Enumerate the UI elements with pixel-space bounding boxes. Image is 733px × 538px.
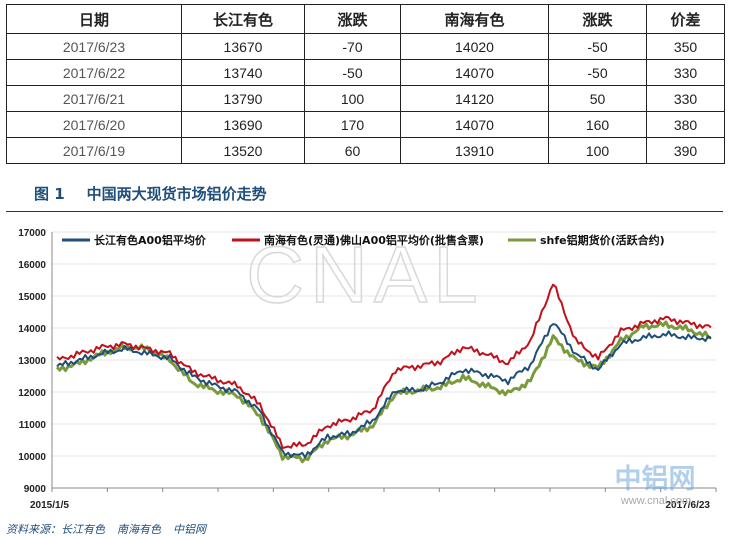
cell-date: 2017/6/22 bbox=[6, 59, 182, 86]
source-note: 资料来源：长江有色 南海有色 中铝网 bbox=[6, 521, 218, 537]
y-tick-label: 14000 bbox=[18, 324, 46, 335]
header-change-2: 涨跌 bbox=[548, 4, 647, 34]
legend-label: 长江有色A00铝平均价 bbox=[94, 233, 207, 247]
header-changjiang: 长江有色 bbox=[181, 4, 305, 34]
cell-change-2: -50 bbox=[548, 33, 647, 60]
cell-date: 2017/6/21 bbox=[6, 85, 182, 112]
figure-number: 图 1 bbox=[34, 185, 65, 203]
y-tick-label: 12000 bbox=[18, 388, 46, 399]
cell-nanhai: 13910 bbox=[400, 137, 549, 164]
header-change-1: 涨跌 bbox=[304, 4, 401, 34]
legend-label: 南海有色(灵通)佛山A00铝平均价(批售含票) bbox=[264, 233, 484, 247]
header-date: 日期 bbox=[6, 4, 182, 34]
y-tick-label: 11000 bbox=[19, 420, 47, 431]
watermark-cnal: CNAL bbox=[246, 230, 483, 319]
cell-nanhai: 14020 bbox=[400, 33, 549, 60]
cell-change-2: 160 bbox=[548, 111, 647, 138]
table-header-row: 日期 长江有色 涨跌 南海有色 涨跌 价差 bbox=[6, 4, 725, 34]
cell-changjiang: 13670 bbox=[181, 33, 305, 60]
watermark-url: www.cnal.com bbox=[620, 495, 691, 507]
cell-changjiang: 13520 bbox=[181, 137, 305, 164]
table-row: 2017/6/23 13670 -70 14020 -50 350 bbox=[6, 33, 725, 60]
cell-change-1: -70 bbox=[304, 33, 401, 60]
y-tick-label: 17000 bbox=[18, 228, 46, 239]
cell-nanhai: 14070 bbox=[400, 111, 549, 138]
cell-spread: 330 bbox=[646, 85, 725, 112]
figure-title: 图 1 中国两大现货市场铝价走势 bbox=[34, 183, 267, 204]
grid-layer bbox=[52, 231, 716, 489]
source-item: 长江有色 bbox=[61, 523, 105, 536]
source-item: 南海有色 bbox=[117, 523, 161, 536]
chart-legend: 长江有色A00铝平均价 南海有色(灵通)佛山A00铝平均价(批售含票) shfe铝期… bbox=[62, 233, 665, 247]
cell-spread: 350 bbox=[646, 33, 725, 60]
cell-change-2: 50 bbox=[548, 85, 647, 112]
legend-item-nanhai: 南海有色(灵通)佛山A00铝平均价(批售含票) bbox=[232, 233, 484, 247]
watermark-logo: 中铝网 bbox=[615, 464, 696, 495]
cell-date: 2017/6/23 bbox=[6, 33, 182, 60]
cell-date: 2017/6/19 bbox=[6, 137, 182, 164]
table-row: 2017/6/22 13740 -50 14070 -50 330 bbox=[6, 59, 725, 86]
table-row: 2017/6/20 13690 170 14070 160 380 bbox=[6, 111, 725, 138]
cell-change-1: 60 bbox=[304, 137, 401, 164]
axis-layer: 9000 10000 11000 12000 13000 14000 15000 16000 1… bbox=[18, 228, 717, 511]
source-item: 中铝网 bbox=[173, 523, 206, 536]
title-divider bbox=[6, 211, 723, 212]
source-label: 资料来源： bbox=[6, 523, 61, 536]
cell-change-2: -50 bbox=[548, 59, 647, 86]
price-chart: 9000 10000 11000 12000 13000 14000 15000 16000 1… bbox=[18, 228, 717, 511]
cell-changjiang: 13790 bbox=[181, 85, 305, 112]
legend-item-changjiang: 长江有色A00铝平均价 bbox=[62, 233, 207, 247]
y-tick-label: 15000 bbox=[18, 292, 46, 303]
cell-change-2: 100 bbox=[548, 137, 647, 164]
x-tick-label-end: 2017/6/23 bbox=[666, 500, 711, 511]
cell-changjiang: 13740 bbox=[181, 59, 305, 86]
table-row: 2017/6/19 13520 60 13910 100 390 bbox=[6, 137, 725, 164]
table-row: 2017/6/21 13790 100 14120 50 330 bbox=[6, 85, 725, 112]
series-layer bbox=[55, 283, 712, 464]
header-spread: 价差 bbox=[646, 4, 725, 34]
cell-date: 2017/6/20 bbox=[6, 111, 182, 138]
cell-change-1: -50 bbox=[304, 59, 401, 86]
y-tick-label: 9000 bbox=[24, 484, 47, 495]
cell-change-1: 170 bbox=[304, 111, 401, 138]
cell-nanhai: 14070 bbox=[400, 59, 549, 86]
cell-nanhai: 14120 bbox=[400, 85, 549, 112]
cell-change-1: 100 bbox=[304, 85, 401, 112]
header-nanhai: 南海有色 bbox=[400, 4, 549, 34]
y-tick-label: 16000 bbox=[18, 260, 46, 271]
y-tick-label: 13000 bbox=[18, 356, 46, 367]
y-tick-label: 10000 bbox=[18, 452, 46, 463]
cell-spread: 390 bbox=[646, 137, 725, 164]
series-line-changjiang bbox=[56, 323, 712, 459]
cell-spread: 330 bbox=[646, 59, 725, 86]
cell-changjiang: 13690 bbox=[181, 111, 305, 138]
legend-label: shfe铝期货价(活跃合约) bbox=[540, 233, 665, 247]
x-tick-label-start: 2015/1/5 bbox=[30, 500, 69, 511]
price-table: 日期 长江有色 涨跌 南海有色 涨跌 价差 2017/6/23 13670 -7… bbox=[6, 4, 725, 164]
figure-title-text: 中国两大现货市场铝价走势 bbox=[86, 185, 267, 203]
series-line-nanhai bbox=[56, 283, 712, 449]
cell-spread: 380 bbox=[646, 111, 725, 138]
legend-item-shfe: shfe铝期货价(活跃合约) bbox=[508, 233, 665, 247]
